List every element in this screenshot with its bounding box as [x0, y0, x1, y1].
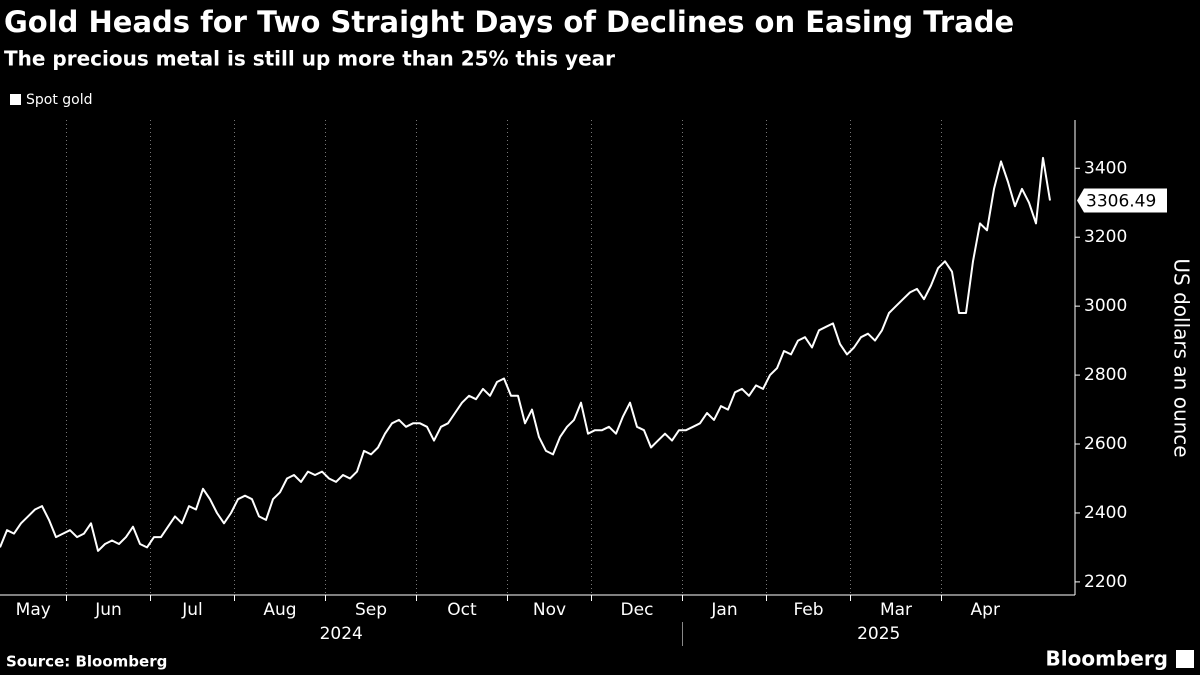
y-tick-label: 3400 — [1084, 158, 1127, 178]
y-tick-label: 2400 — [1084, 503, 1127, 523]
brand: Bloomberg — [1046, 647, 1168, 671]
y-tick-label: 2200 — [1084, 572, 1127, 592]
x-tick-label: Aug — [263, 600, 296, 620]
x-tick-label: Apr — [971, 600, 1000, 620]
year-label: 2025 — [857, 624, 900, 644]
x-tick-label: Jan — [710, 600, 737, 620]
x-tick-label: Jun — [94, 600, 122, 620]
value-label: 3306.49 — [1086, 191, 1156, 211]
y-tick-label: 2800 — [1084, 365, 1127, 385]
x-tick-label: Mar — [880, 600, 912, 620]
x-tick-label: Dec — [621, 600, 654, 620]
value-label-box — [1077, 188, 1167, 213]
x-tick-label: May — [16, 600, 51, 620]
x-tick-label: Jul — [181, 600, 203, 620]
legend-swatch — [10, 94, 21, 105]
y-tick-label: 3000 — [1084, 296, 1127, 316]
x-tick-label: Sep — [355, 600, 387, 620]
y-tick-label: 3200 — [1084, 227, 1127, 247]
source: Source: Bloomberg — [6, 653, 167, 671]
y-tick-label: 2600 — [1084, 434, 1127, 454]
brand-icon — [1176, 650, 1194, 668]
y-axis-title: US dollars an ounce — [1170, 258, 1194, 457]
x-tick-label: Oct — [447, 600, 477, 620]
x-tick-label: Feb — [793, 600, 823, 620]
x-tick-label: Nov — [533, 600, 566, 620]
series-line — [0, 156, 1051, 552]
chart-subtitle: The precious metal is still up more than… — [4, 47, 615, 71]
chart-title: Gold Heads for Two Straight Days of Decl… — [4, 5, 1014, 39]
year-label: 2024 — [320, 624, 363, 644]
legend-label: Spot gold — [26, 92, 93, 108]
